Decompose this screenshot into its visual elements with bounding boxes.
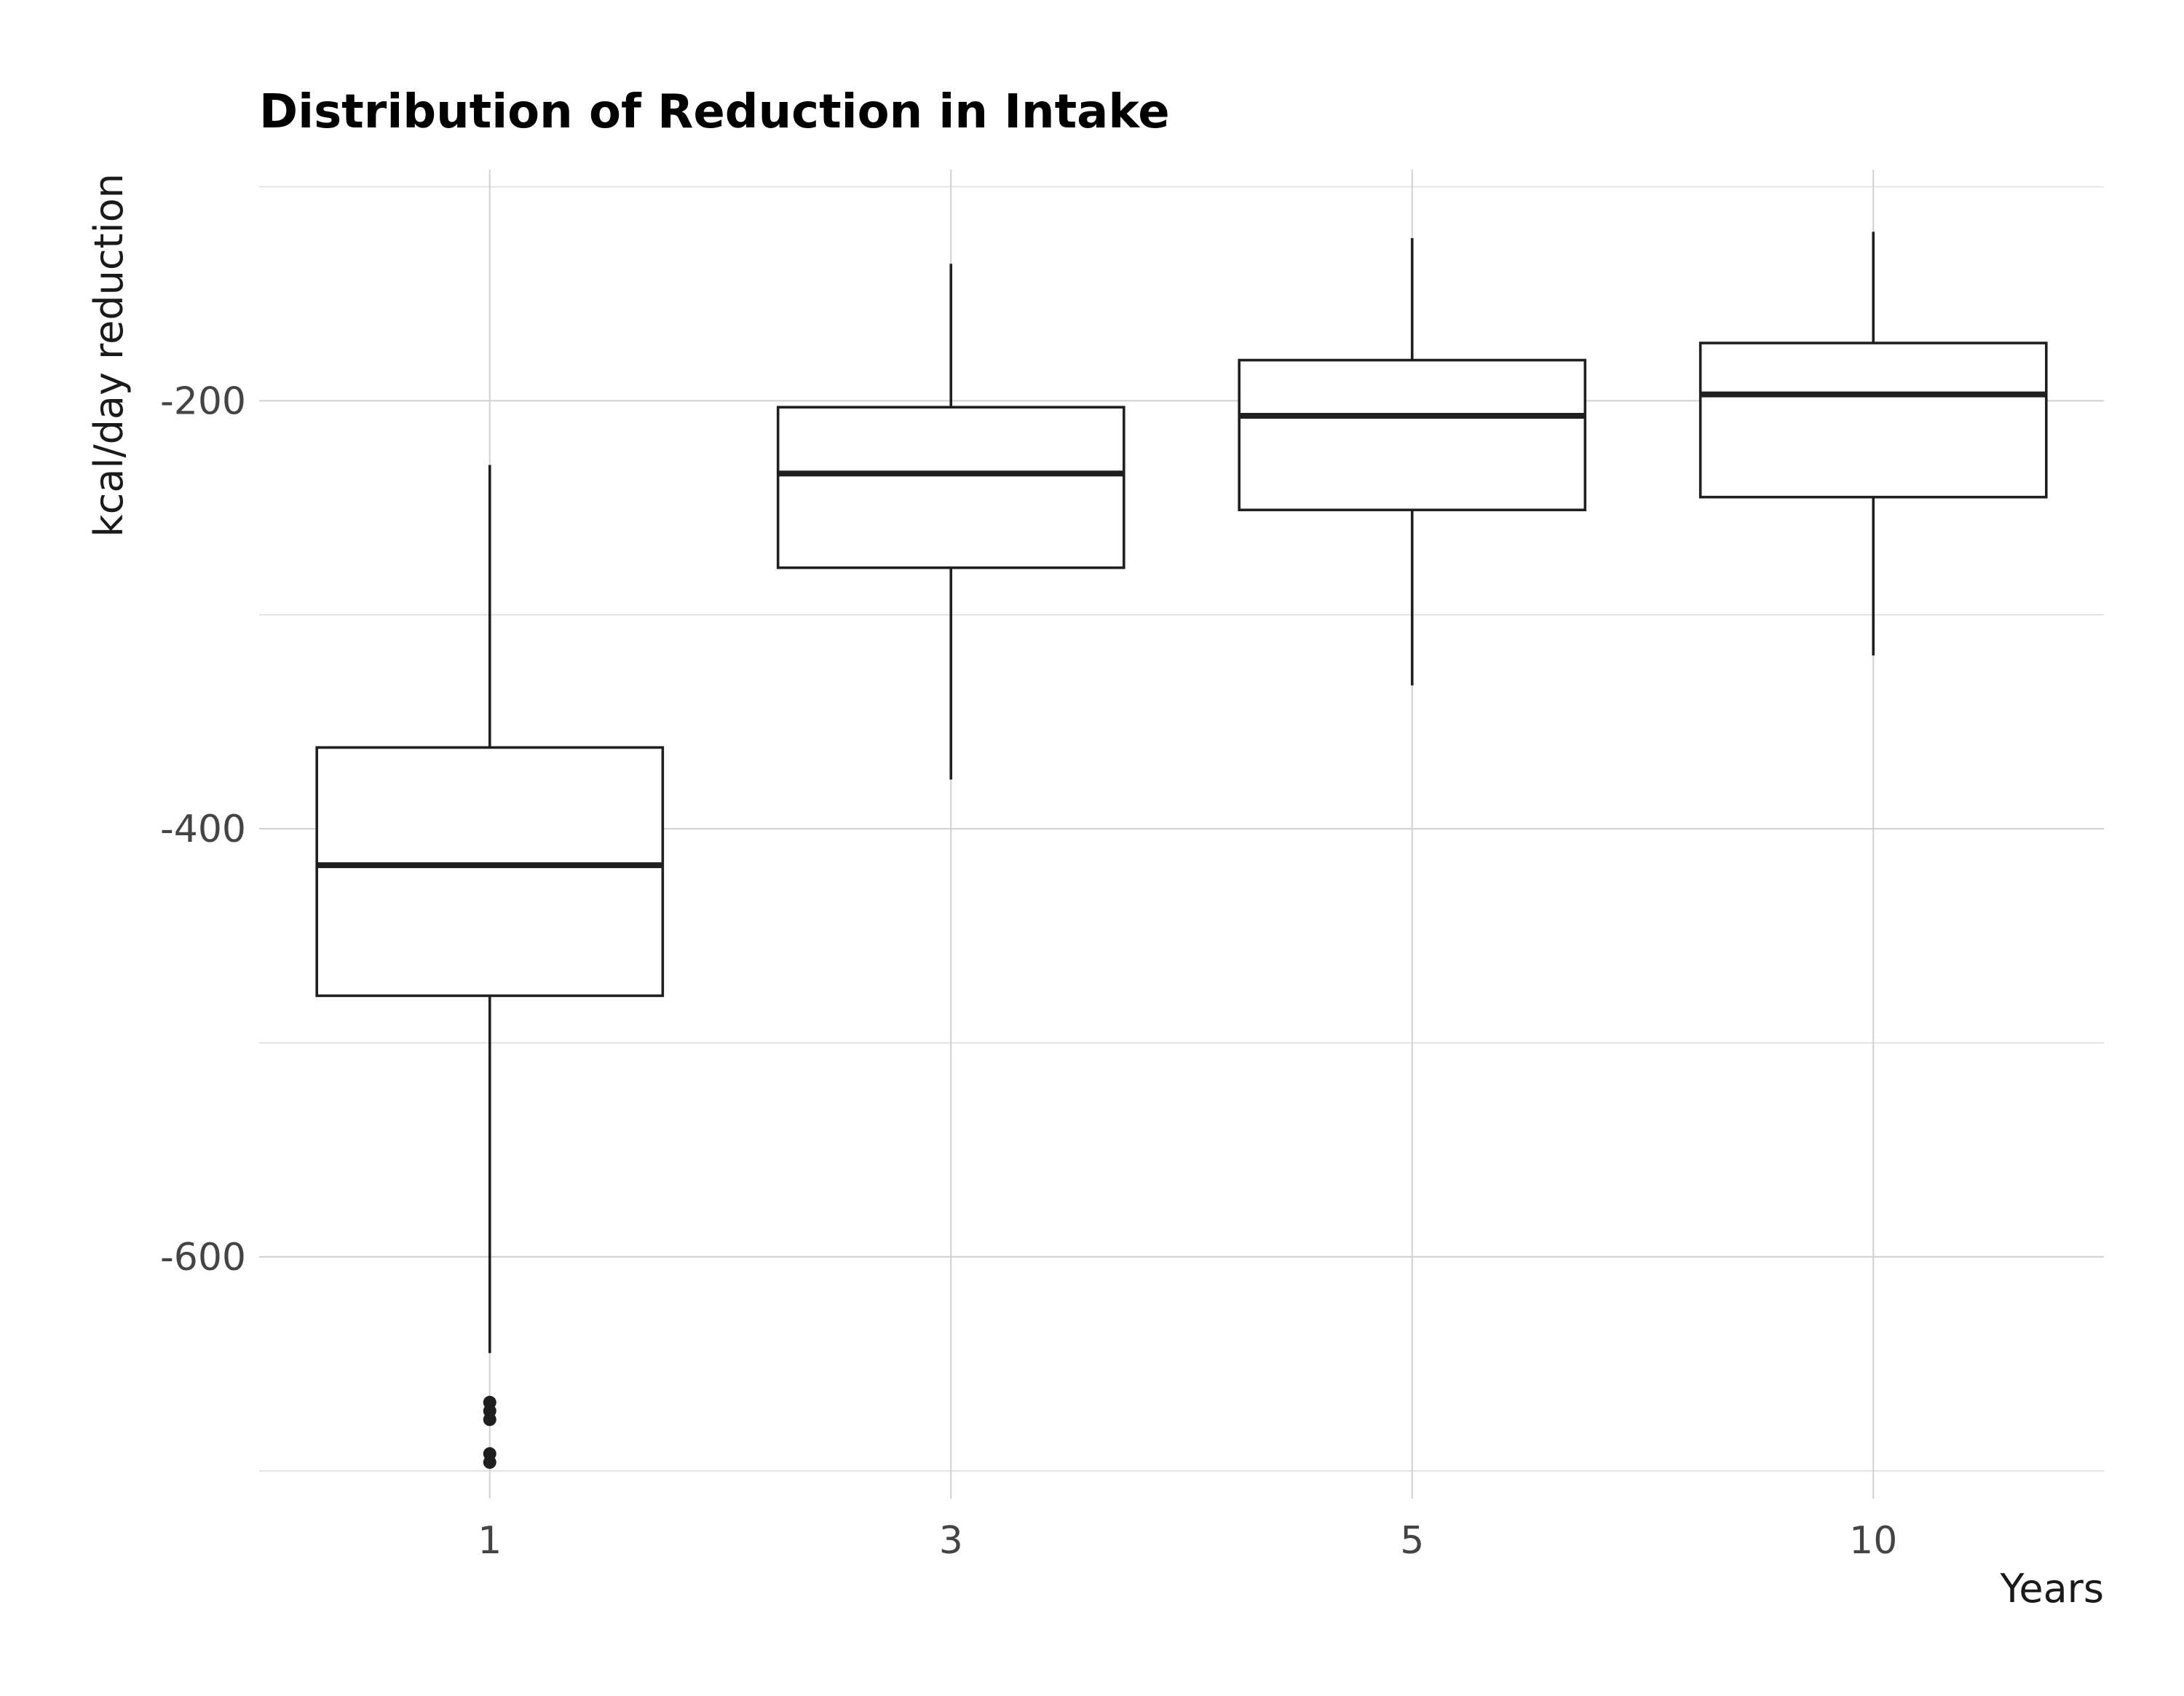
x-tick-label: 1 xyxy=(478,1519,502,1563)
box-iqr xyxy=(1698,342,2048,499)
box-group-5 xyxy=(1238,238,1587,686)
boxes-layer xyxy=(315,232,2048,1470)
y-tick-label: -200 xyxy=(160,379,246,423)
box-group-1 xyxy=(315,465,665,1470)
box-iqr xyxy=(1238,358,1587,512)
outlier-point xyxy=(483,1456,496,1470)
x-tick-label: 3 xyxy=(939,1519,963,1563)
box-iqr xyxy=(315,746,665,998)
tick-labels-layer: -200 -400 -600 1 3 5 10 xyxy=(160,379,1897,1563)
box-group-3 xyxy=(776,264,1125,780)
box-group-10 xyxy=(1698,232,2048,656)
x-tick-label: 5 xyxy=(1400,1519,1424,1563)
y-tick-label: -400 xyxy=(160,808,246,851)
x-tick-label: 10 xyxy=(1849,1519,1897,1563)
chart-title: Distribution of Reduction in Intake xyxy=(259,85,1170,139)
y-tick-label: -600 xyxy=(160,1236,246,1279)
y-axis-label: kcal/day reduction xyxy=(86,173,132,537)
outlier-point xyxy=(483,1413,496,1427)
box-iqr xyxy=(776,406,1125,569)
x-axis-label: Years xyxy=(2000,1566,2104,1612)
